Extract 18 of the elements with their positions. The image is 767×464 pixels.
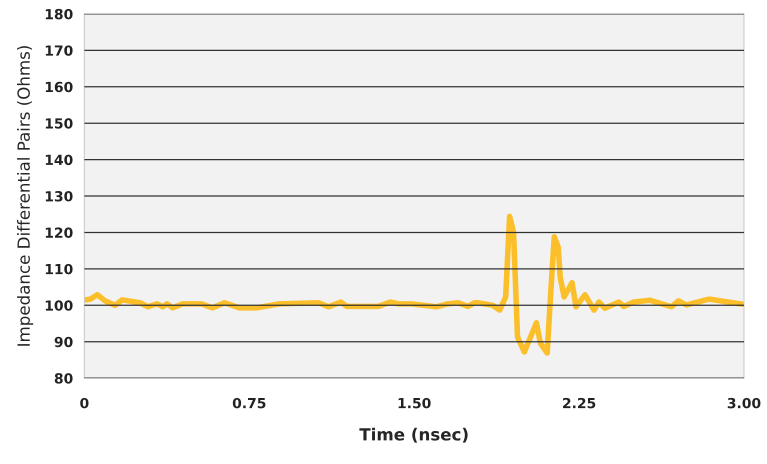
x-tick-label: 0.75 [232, 398, 266, 408]
y-tick-label: 150 [46, 118, 73, 129]
y-tick-label: 100 [46, 300, 73, 311]
y-tick-label: 120 [46, 227, 73, 238]
y-tick-label: 180 [46, 8, 73, 20]
x-tick-label: 1.50 [398, 398, 431, 408]
x-tick-label: 2.25 [563, 398, 596, 408]
y-tick-label: 160 [46, 82, 73, 92]
y-axis-title: Impedance Differential Pairs (Ohms) [17, 46, 34, 346]
x-axis-title: Time (nsec) [359, 428, 468, 443]
y-tick-label: 80 [54, 373, 73, 384]
y-tick-label: 130 [46, 191, 73, 202]
y-tick-label: 140 [46, 154, 73, 166]
x-tick-label: 3.00 [728, 398, 760, 408]
y-tick-label: 90 [54, 336, 73, 348]
x-tick-label: 0 [80, 398, 89, 408]
y-tick-label: 110 [46, 264, 73, 274]
y-tick-label: 170 [46, 45, 73, 56]
